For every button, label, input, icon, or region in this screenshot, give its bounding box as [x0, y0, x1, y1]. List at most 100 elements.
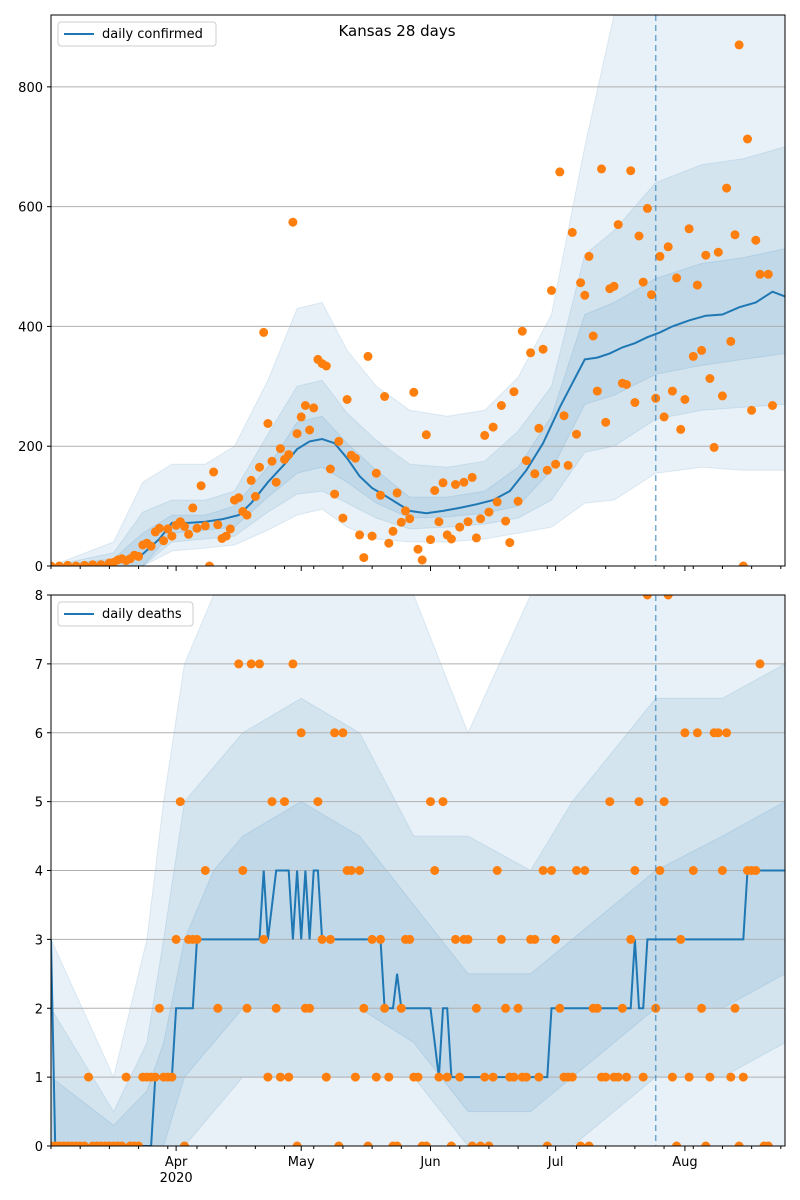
data-point — [617, 1003, 627, 1013]
data-point — [555, 167, 565, 177]
data-point — [325, 934, 335, 944]
data-point — [163, 524, 173, 534]
data-point — [609, 281, 619, 291]
data-point — [576, 278, 586, 288]
data-point — [563, 460, 573, 470]
data-point — [634, 231, 644, 241]
data-point — [701, 1141, 711, 1146]
data-point — [555, 1003, 565, 1013]
confidence-band-2 — [51, 663, 785, 1146]
data-point — [572, 429, 581, 439]
data-point — [271, 1003, 281, 1013]
data-point — [250, 492, 260, 501]
data-point — [388, 526, 398, 536]
data-point — [676, 934, 686, 944]
data-point — [667, 386, 677, 396]
data-point — [484, 507, 494, 517]
data-point — [580, 290, 590, 300]
data-point — [713, 247, 723, 257]
data-point — [296, 728, 306, 738]
data-point — [134, 551, 144, 561]
data-point — [488, 1072, 498, 1082]
data-point — [572, 866, 581, 875]
data-point — [659, 412, 669, 422]
data-point — [267, 797, 277, 807]
data-point — [288, 217, 298, 227]
data-point — [321, 361, 331, 371]
data-point — [234, 659, 244, 669]
data-point — [321, 1072, 331, 1082]
data-point — [159, 536, 169, 546]
data-point — [530, 469, 540, 479]
data-point — [743, 134, 752, 144]
data-point — [192, 523, 202, 533]
y-tick-label: 2 — [35, 1002, 43, 1017]
data-point — [471, 533, 481, 543]
data-point — [768, 401, 777, 410]
data-point — [697, 345, 707, 355]
data-point — [192, 934, 202, 944]
data-point — [296, 412, 306, 422]
data-point — [355, 866, 365, 875]
data-point — [434, 517, 444, 527]
data-point — [509, 387, 519, 397]
data-point — [505, 538, 515, 548]
data-point — [734, 40, 744, 50]
data-point — [396, 1003, 406, 1013]
data-point — [267, 456, 277, 466]
data-point — [697, 1003, 707, 1013]
data-point — [209, 467, 219, 477]
legend-label: daily confirmed — [102, 27, 203, 42]
confidence-band-1 — [51, 15, 785, 566]
data-point — [642, 203, 652, 213]
data-point — [597, 164, 606, 174]
data-point — [134, 1141, 144, 1146]
data-point — [647, 290, 656, 300]
y-tick-label: 3 — [35, 933, 43, 948]
data-point — [551, 934, 561, 944]
data-point — [717, 866, 727, 875]
data-point — [338, 728, 348, 738]
y-tick-label: 4 — [35, 865, 43, 880]
data-point — [496, 401, 506, 410]
data-point — [180, 1141, 189, 1146]
data-point — [401, 506, 410, 516]
data-point — [713, 728, 723, 738]
data-point — [496, 934, 506, 944]
data-point — [680, 395, 690, 404]
data-point — [451, 480, 460, 489]
axes-confirmed: 0 200 400 600 800 — [18, 14, 786, 575]
data-point — [476, 1141, 486, 1146]
data-point — [146, 541, 156, 551]
data-point — [213, 1003, 223, 1013]
data-point — [584, 1141, 594, 1146]
data-point — [688, 866, 698, 875]
data-point — [626, 166, 636, 176]
x-tick-label: Jul — [547, 1155, 564, 1170]
y-tick-label: 400 — [18, 320, 43, 335]
data-point — [684, 1072, 694, 1082]
y-tick-label: 7 — [35, 658, 43, 673]
data-point — [238, 866, 248, 875]
data-point — [363, 351, 373, 361]
data-point — [676, 424, 686, 434]
data-point — [392, 488, 402, 498]
data-point — [384, 1072, 394, 1082]
data-point — [242, 510, 252, 520]
data-point — [659, 797, 669, 807]
data-point — [271, 477, 281, 487]
data-point — [501, 1003, 511, 1013]
data-point — [121, 1072, 131, 1082]
data-point — [292, 429, 302, 439]
data-point — [692, 280, 702, 290]
data-point — [371, 468, 381, 478]
points-confirmed — [51, 40, 777, 566]
data-point — [484, 1141, 494, 1146]
data-point — [167, 1072, 177, 1082]
data-point — [567, 227, 577, 237]
chart-title: Kansas 28 days — [338, 22, 455, 40]
data-point — [305, 425, 315, 435]
data-point — [259, 327, 269, 337]
data-point — [421, 430, 431, 440]
data-point — [54, 561, 64, 566]
